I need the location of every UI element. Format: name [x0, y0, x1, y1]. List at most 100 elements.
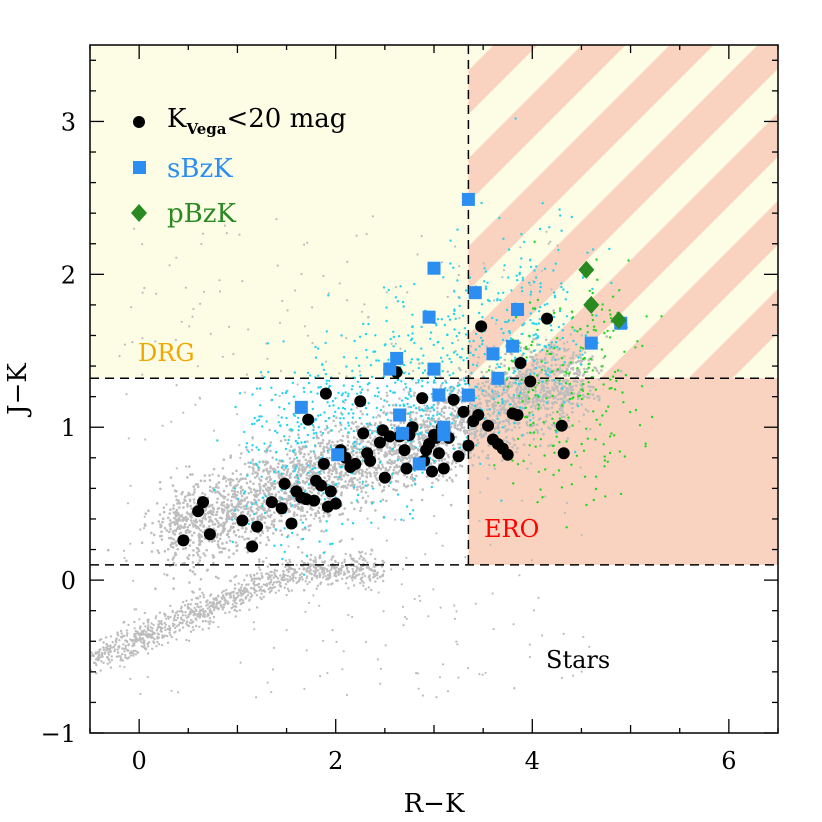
star-point [95, 651, 99, 655]
star-point [155, 615, 158, 618]
star-point [98, 656, 101, 659]
star-point [364, 552, 367, 555]
sparse-point [438, 676, 442, 679]
galaxy-point [377, 457, 381, 461]
sparse-point [303, 243, 306, 246]
sparse-point [401, 605, 405, 609]
galaxy-point [446, 461, 449, 464]
star-point [108, 661, 112, 664]
faint-sbzk-point [538, 227, 542, 231]
sparse-point [168, 264, 171, 267]
galaxy-point [488, 365, 492, 368]
galaxy-point [295, 513, 299, 517]
galaxy-point [314, 457, 318, 460]
star-point [347, 571, 350, 574]
galaxy-point [513, 438, 516, 442]
galaxy-point [204, 554, 207, 557]
sparse-point [252, 621, 255, 624]
star-point [107, 653, 111, 656]
sparse-point [402, 519, 405, 522]
sparse-point [531, 371, 534, 374]
faint-sbzk-point [545, 401, 548, 404]
star-point [178, 610, 181, 613]
star-point [185, 599, 188, 602]
faint-sbzk-point [321, 432, 325, 435]
star-point [117, 655, 120, 658]
galaxy-point [217, 486, 220, 489]
galaxy-point [154, 587, 157, 590]
sparse-point [118, 665, 122, 668]
galaxy-point [384, 467, 388, 470]
star-point [310, 573, 313, 576]
galaxy-point [378, 483, 382, 487]
sparse-point [351, 615, 354, 619]
galaxy-point [446, 370, 450, 374]
star-point [235, 574, 238, 578]
galaxy-point [502, 386, 506, 390]
galaxy-point [230, 508, 234, 512]
faint-sbzk-point [270, 386, 273, 389]
star-point [369, 553, 372, 556]
galaxy-point [383, 453, 386, 457]
star-point [307, 570, 310, 573]
star-point [227, 601, 230, 605]
galaxy-point [504, 412, 508, 415]
star-point [319, 573, 322, 577]
galaxy-point [183, 525, 187, 529]
sparse-point [345, 375, 348, 378]
galaxy-point [266, 536, 270, 539]
galaxy-point [199, 524, 202, 527]
faint-sbzk-point [560, 285, 563, 289]
galaxy-point [321, 453, 324, 457]
star-point [320, 571, 324, 574]
star-point [192, 610, 196, 614]
star-point [107, 657, 110, 661]
star-point [163, 634, 166, 637]
galaxy-point [382, 405, 385, 408]
galaxy-point [183, 522, 187, 526]
sparse-point [225, 232, 228, 235]
star-point [367, 566, 370, 569]
galaxy-point [227, 556, 231, 559]
star-point [315, 566, 318, 569]
sparse-point [200, 242, 203, 246]
galaxy-point [543, 356, 547, 360]
sparse-point [323, 530, 326, 533]
galaxy-point [239, 473, 243, 476]
star-point [154, 617, 157, 620]
galaxy-point [166, 516, 170, 520]
galaxy-point [293, 511, 296, 514]
star-point [241, 599, 245, 602]
galaxy-point [388, 452, 392, 456]
star-point [353, 571, 356, 575]
galaxy-point [329, 463, 333, 467]
galaxy-point [299, 448, 303, 451]
galaxy-point [437, 417, 441, 420]
galaxy-point [155, 502, 159, 505]
galaxy-point [454, 435, 458, 439]
star-point [186, 607, 190, 610]
galaxy-point [269, 482, 273, 485]
galaxy-point [388, 446, 392, 450]
star-point [155, 645, 158, 648]
galaxy-point [407, 391, 411, 394]
star-point [249, 575, 253, 578]
sparse-point [532, 416, 535, 420]
galaxy-point [250, 517, 254, 521]
galaxy-point [424, 413, 428, 416]
sparse-point [165, 503, 168, 506]
sparse-point [315, 576, 318, 580]
galaxy-point [558, 369, 561, 373]
sparse-point [142, 527, 146, 530]
galaxy-point [208, 474, 211, 477]
galaxy-point [352, 453, 355, 457]
star-point [225, 588, 228, 592]
faint-sbzk-point [538, 343, 541, 346]
galaxy-point [220, 507, 224, 511]
faint-sbzk-point [438, 412, 441, 415]
galaxy-point [512, 404, 515, 408]
galaxy-point [583, 351, 587, 354]
star-point [266, 565, 269, 568]
galaxy-point [545, 413, 549, 417]
star-point [304, 580, 307, 583]
